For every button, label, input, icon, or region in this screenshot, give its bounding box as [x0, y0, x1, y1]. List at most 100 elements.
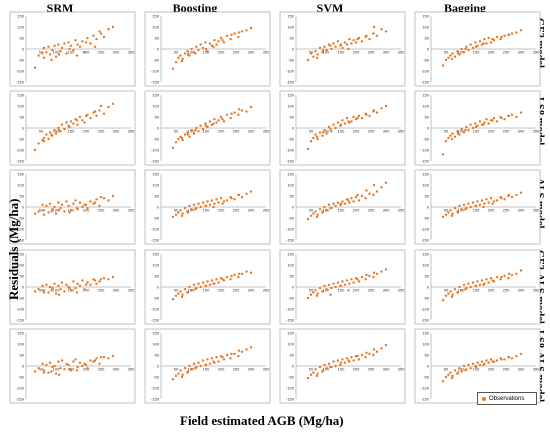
data-point: [339, 284, 343, 288]
data-point: [306, 296, 310, 300]
data-point: [350, 278, 353, 281]
data-point: [478, 283, 482, 286]
data-point: [249, 346, 253, 349]
data-point: [343, 361, 347, 364]
data-point: [75, 119, 79, 122]
col-title-boosting: Boosting: [172, 1, 218, 15]
data-point: [245, 270, 248, 273]
y-tick-label: -100: [421, 307, 430, 312]
data-point: [225, 275, 229, 279]
y-tick-label: 50: [425, 194, 430, 199]
data-point: [237, 275, 240, 279]
data-point: [334, 45, 337, 48]
data-point: [230, 33, 233, 36]
data-point: [93, 279, 97, 282]
y-tick-label: -150: [16, 318, 25, 323]
data-point: [384, 30, 388, 33]
x-tick-label: 150: [203, 50, 210, 55]
data-point: [507, 114, 511, 118]
data-point: [485, 359, 488, 362]
data-point: [186, 211, 190, 214]
x-tick-label: 50: [309, 288, 314, 293]
x-tick-label: 100: [458, 129, 465, 134]
data-point: [51, 48, 54, 52]
data-point: [233, 198, 236, 201]
x-tick-label: 350: [398, 288, 405, 293]
x-tick-label: 100: [53, 129, 60, 134]
data-point: [352, 359, 355, 362]
data-point: [45, 51, 48, 54]
data-point: [60, 281, 64, 284]
data-point: [229, 357, 232, 360]
data-point: [507, 277, 510, 280]
data-point: [321, 131, 325, 134]
data-point: [476, 200, 479, 203]
y-tick-label: 50: [290, 36, 295, 41]
data-point: [449, 290, 452, 293]
data-point: [360, 116, 364, 120]
data-point: [72, 360, 75, 363]
data-point: [107, 28, 110, 31]
panel-0-2: -150 -100 -50 0 50 100 150 50 100 150 200 250 300 350: [279, 11, 406, 87]
data-point: [314, 133, 317, 136]
data-point: [384, 343, 388, 347]
data-point: [81, 279, 84, 282]
data-point: [357, 199, 361, 202]
data-point: [84, 114, 88, 118]
y-tick-label: 0: [157, 205, 160, 210]
data-point: [212, 360, 215, 363]
data-point: [375, 190, 379, 193]
data-point: [210, 357, 214, 360]
data-point: [350, 197, 353, 200]
data-point: [171, 146, 175, 149]
data-point: [95, 114, 98, 118]
data-point: [233, 273, 236, 277]
x-tick-label: 350: [533, 50, 540, 55]
data-point: [210, 279, 214, 282]
data-point: [92, 34, 95, 37]
data-point: [449, 134, 452, 137]
y-tick-label: 150: [17, 93, 24, 98]
y-tick-label: 150: [287, 252, 294, 257]
y-tick-label: -50: [288, 375, 295, 380]
data-point: [76, 365, 79, 369]
data-point: [37, 142, 40, 145]
x-tick-label: 350: [533, 367, 540, 372]
y-tick-label: 0: [427, 205, 430, 210]
y-tick-label: 50: [425, 353, 430, 358]
data-point: [59, 50, 62, 53]
data-point: [199, 205, 202, 209]
y-tick-label: 50: [155, 274, 160, 279]
data-point: [180, 136, 184, 140]
data-point: [464, 288, 467, 291]
data-point: [507, 33, 511, 36]
data-point: [478, 40, 482, 43]
data-point: [447, 56, 450, 59]
x-tick-label: 350: [533, 288, 540, 293]
x-tick-label: 200: [353, 129, 360, 134]
y-tick-label: -150: [421, 80, 430, 85]
data-point: [190, 368, 193, 371]
data-point: [372, 275, 375, 279]
y-tick-label: -100: [16, 227, 25, 232]
data-point: [225, 113, 229, 117]
data-point: [95, 198, 98, 201]
data-point: [464, 369, 467, 372]
x-tick-label: 250: [503, 50, 510, 55]
x-tick-label: 50: [174, 208, 179, 213]
y-tick-label: 100: [287, 183, 294, 188]
y-tick-label: 0: [427, 285, 430, 290]
y-tick-label: 100: [17, 25, 24, 30]
data-point: [69, 120, 73, 123]
data-point: [194, 208, 197, 211]
x-tick-label: 100: [53, 208, 60, 213]
data-point: [515, 193, 518, 197]
data-point: [306, 58, 310, 62]
data-point: [309, 373, 313, 376]
data-point: [57, 209, 61, 212]
data-point: [183, 288, 187, 291]
x-tick-label: 200: [353, 367, 360, 372]
col-title-svm: SVM: [316, 1, 344, 15]
data-point: [325, 132, 328, 135]
data-point: [204, 41, 207, 44]
